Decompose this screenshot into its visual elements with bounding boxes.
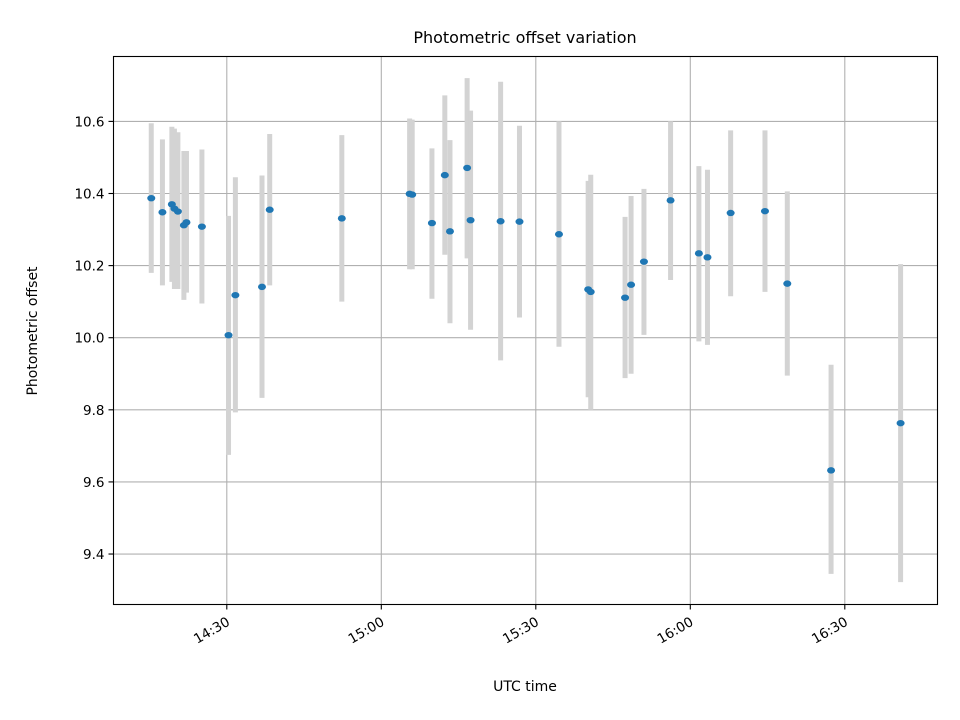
- chart-title: Photometric offset variation: [413, 28, 636, 47]
- y-axis-label: Photometric offset: [25, 266, 41, 396]
- plot-frame: [112, 55, 939, 606]
- data-point: [158, 209, 167, 216]
- grid: [113, 56, 938, 605]
- data-point: [726, 209, 735, 217]
- y-tick-label: 9.6: [83, 475, 104, 491]
- data-point: [427, 219, 436, 227]
- data-point: [627, 281, 636, 288]
- y-tick-label: 9.8: [83, 403, 104, 419]
- data-point: [554, 231, 563, 238]
- data-point: [463, 164, 472, 172]
- y-tick-label: 10.6: [74, 114, 104, 130]
- data-point: [703, 254, 712, 261]
- data-point: [257, 283, 266, 291]
- data-point: [173, 208, 182, 215]
- y-tick-label: 10.4: [74, 187, 104, 203]
- data-point: [224, 331, 233, 339]
- data-point: [639, 258, 648, 265]
- data-point: [760, 207, 769, 215]
- data-point: [466, 216, 475, 224]
- data-point: [496, 218, 505, 225]
- data-point: [666, 197, 675, 204]
- y-tick-label: 10.2: [74, 259, 104, 275]
- data-points: [147, 164, 905, 474]
- data-point: [440, 171, 449, 179]
- data-point: [515, 218, 524, 225]
- x-axis-label: UTC time: [493, 679, 557, 695]
- data-point: [783, 280, 792, 287]
- data-point: [827, 467, 836, 474]
- data-point: [586, 288, 595, 296]
- data-point: [337, 215, 346, 222]
- data-point: [896, 419, 905, 427]
- data-point: [265, 206, 274, 213]
- data-point: [694, 250, 703, 257]
- data-point: [147, 194, 156, 202]
- y-tick-label: 9.4: [83, 547, 104, 563]
- data-point: [621, 294, 630, 301]
- data-point: [231, 291, 240, 299]
- data-point: [182, 219, 191, 226]
- data-point: [197, 223, 206, 230]
- data-point: [408, 191, 417, 198]
- y-tick-label: 10.0: [74, 331, 104, 347]
- y-axis-ticks: 9.4 9.6 9.8 10.0 10.2 10.4 10.6: [74, 114, 114, 563]
- data-point: [445, 228, 454, 235]
